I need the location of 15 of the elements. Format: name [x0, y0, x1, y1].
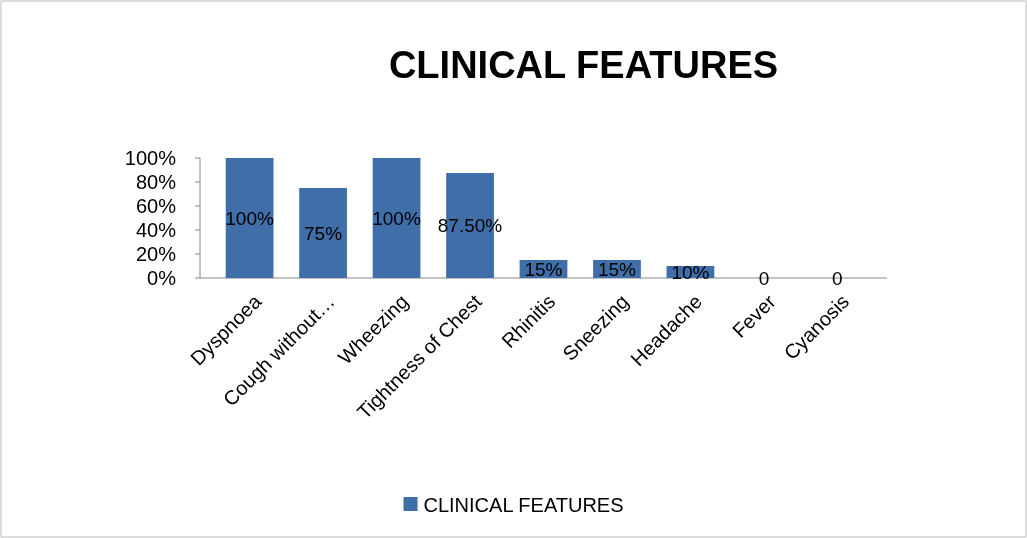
y-tick-label: 0%	[147, 267, 177, 289]
legend-label: CLINICAL FEATURES	[423, 494, 624, 516]
y-tick-label: 40%	[135, 219, 177, 241]
data-label: 0	[832, 267, 843, 289]
data-label: 15%	[597, 258, 637, 280]
data-label: 0	[758, 267, 770, 289]
y-tick-label: 80%	[135, 171, 177, 193]
bar	[299, 188, 347, 278]
data-label: 10%	[671, 261, 710, 283]
data-label: 15%	[524, 258, 563, 280]
y-tick-label: 100%	[124, 147, 177, 169]
y-tick-label: 60%	[135, 195, 177, 217]
chart-title: CLINICAL FEATURES	[388, 44, 779, 86]
y-tick-label: 20%	[135, 243, 177, 265]
data-label: 75%	[304, 222, 343, 244]
